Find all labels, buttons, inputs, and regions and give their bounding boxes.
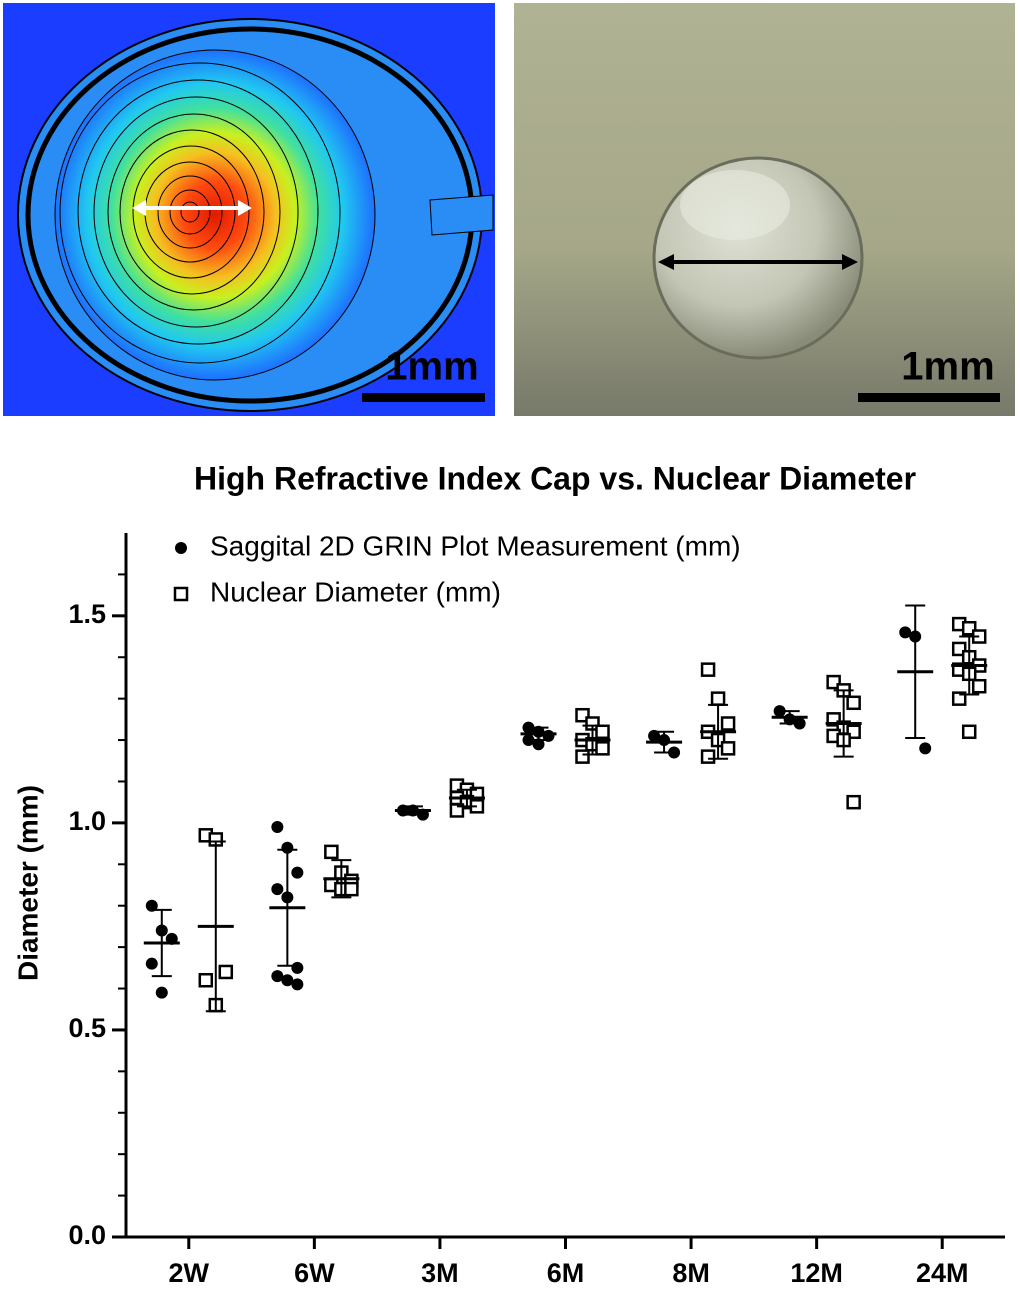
y-tick-label: 1.0 (68, 806, 106, 836)
x-tick-label: 8M (672, 1258, 710, 1288)
x-tick-label: 12M (790, 1258, 843, 1288)
point (344, 881, 359, 897)
x-tick-label: 24M (916, 1258, 969, 1288)
point (271, 821, 284, 834)
point (291, 978, 304, 991)
point (155, 986, 168, 999)
legend-label: Nuclear Diameter (mm) (210, 576, 501, 607)
point (173, 586, 189, 602)
point (198, 972, 214, 988)
chart-title: High Refractive Index Cap vs. Nuclear Di… (194, 460, 916, 496)
point (595, 724, 610, 740)
point (700, 749, 716, 764)
point (449, 803, 465, 818)
point (218, 964, 234, 980)
legend-label: Saggital 2D GRIN Plot Measurement (mm) (210, 530, 741, 561)
point (324, 844, 339, 860)
y-tick-label: 1.5 (68, 599, 106, 629)
point (175, 542, 187, 554)
x-tick-label: 2W (169, 1258, 210, 1288)
contour-panel: 1mm (3, 3, 495, 416)
point (720, 741, 736, 756)
scale-label: 1mm (385, 345, 478, 389)
point (281, 974, 294, 987)
point (971, 678, 987, 694)
point (291, 961, 304, 974)
point (595, 741, 610, 756)
point (145, 899, 158, 912)
y-tick-label: 0.5 (68, 1013, 106, 1043)
point (271, 970, 284, 983)
scale-label: 1mm (901, 345, 994, 389)
x-tick-label: 6M (547, 1258, 585, 1288)
photo-panel: 1mm (514, 3, 1015, 416)
point (720, 716, 736, 731)
point (291, 866, 304, 879)
point (846, 794, 861, 810)
point (700, 662, 716, 677)
point (575, 749, 590, 764)
y-tick-label: 0.0 (68, 1220, 106, 1250)
point (951, 691, 967, 706)
point (961, 724, 977, 740)
y-axis-label: Diameter (mm) (12, 785, 43, 981)
point (846, 695, 861, 711)
point (899, 626, 912, 639)
x-tick-label: 6W (294, 1258, 335, 1288)
point (532, 738, 545, 751)
point (271, 883, 284, 896)
point (145, 957, 158, 970)
point (710, 691, 726, 706)
point (648, 729, 661, 742)
x-tick-label: 3M (421, 1258, 459, 1288)
point (919, 742, 932, 755)
